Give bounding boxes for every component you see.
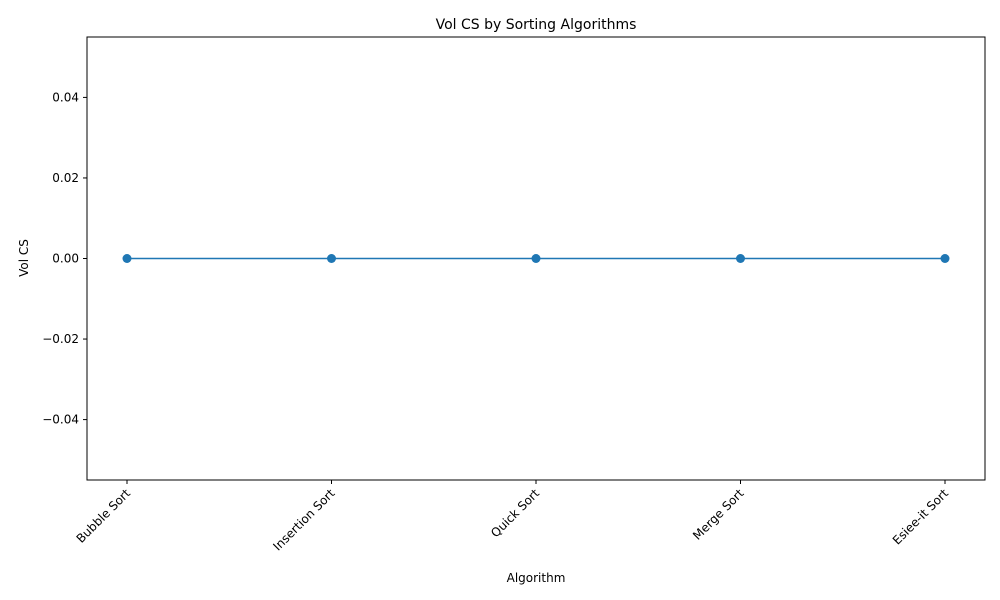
y-tick-label: 0.02: [52, 171, 79, 185]
x-tick-label: Esiee-it Sort: [890, 486, 952, 548]
x-tick-label: Merge Sort: [690, 486, 747, 543]
x-axis-label: Algorithm: [507, 571, 566, 585]
x-tick-label: Bubble Sort: [74, 486, 134, 546]
y-axis-label: Vol CS: [17, 239, 31, 277]
data-point: [327, 254, 336, 263]
chart-title: Vol CS by Sorting Algorithms: [436, 17, 637, 33]
y-tick-label: 0.00: [52, 252, 79, 266]
data-point: [940, 254, 950, 263]
data-point: [736, 254, 745, 263]
y-tick-label: −0.04: [42, 413, 79, 427]
x-tick-label: Quick Sort: [488, 486, 542, 540]
y-tick-label: −0.02: [42, 332, 79, 346]
x-tick-label: Insertion Sort: [270, 486, 337, 553]
y-tick-label: 0.04: [52, 90, 79, 104]
data-point: [531, 254, 541, 263]
plot-area: −0.04 −0.02 0.00 0.02 0.04 Bubble Sort Inserti…: [42, 36, 986, 553]
data-point: [122, 254, 132, 263]
